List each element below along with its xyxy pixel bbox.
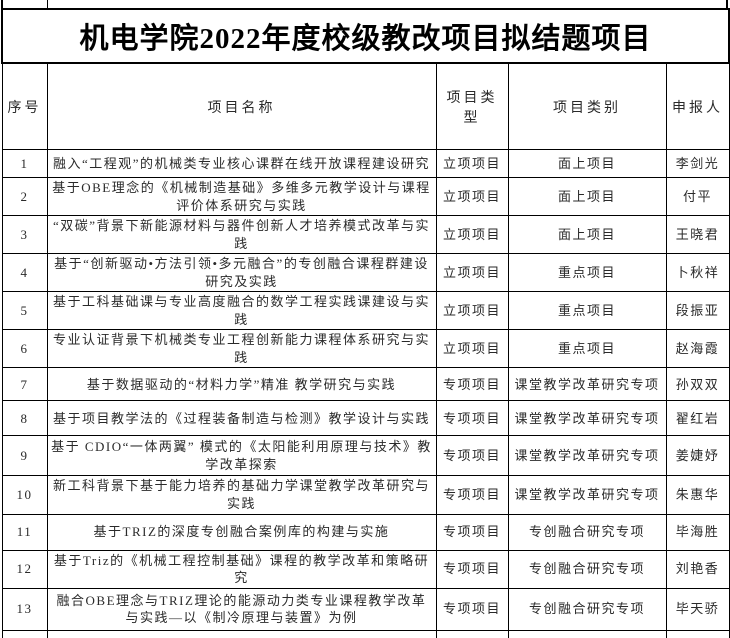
cell-applicant: 姜婕妤 — [665, 435, 730, 477]
table-row: 11 基于TRIZ的深度专创融合案例库的构建与实施 专项项目 专创融合研究专项 … — [1, 513, 730, 551]
cell-no: 6 — [1, 329, 48, 369]
cell-project-name: 专业认证背景下机械类专业工程创新能力课程体系研究与实践 — [46, 329, 437, 369]
cell-project-type: 专项项目 — [435, 513, 509, 551]
table-row: 8 基于项目教学法的《过程装备制造与检测》教学设计与实践 专项项目 课堂教学改革… — [1, 400, 730, 437]
cell-applicant: 卜秋祥 — [665, 253, 730, 293]
cell-project-type: 立项项目 — [435, 329, 509, 369]
cell-project-name: 基于“创新驱动•方法引领•多元融合”的专创融合课程群建设研究及实践 — [46, 253, 437, 293]
table-row: 12 基于Triz的《机械工程控制基础》课程的教学改革和策略研究 专项项目 专创… — [1, 549, 730, 589]
cell-no: 7 — [1, 367, 48, 402]
cell-no: 2 — [1, 176, 48, 217]
cell-project-category: 专创融合研究专项 — [507, 549, 667, 589]
cell-no: 5 — [1, 291, 48, 331]
cropped-row-sliver — [1, 0, 728, 8]
table-row: 9 基于 CDIO“一体两翼” 模式的《太阳能利用原理与技术》教学改革探索 专项… — [1, 435, 730, 477]
cell-project-type: 专项项目 — [435, 587, 509, 631]
cell-project-category: 课堂教学改革研究专项 — [507, 400, 667, 437]
cell-no: 11 — [1, 513, 48, 551]
cell-project-category: 专创融合研究专项 — [507, 587, 667, 631]
cell-applicant: 翟红岩 — [665, 400, 730, 437]
cell-applicant: 王晓君 — [665, 215, 730, 255]
cell-project-name: 基于数据驱动的“材料力学”精准 教学研究与实践 — [46, 367, 437, 402]
cell-project-category: 重点项目 — [507, 253, 667, 293]
cell-applicant: 朱惠华 — [665, 475, 730, 515]
cell-project-type: 立项项目 — [435, 176, 509, 217]
column-header-type: 项目类型 — [435, 62, 509, 150]
cell-applicant: 田绪东 — [665, 629, 730, 638]
cell-applicant: 毕海胜 — [665, 513, 730, 551]
table-row: 7 基于数据驱动的“材料力学”精准 教学研究与实践 专项项目 课堂教学改革研究专… — [1, 367, 730, 402]
cell-project-type: 专项项目 — [435, 367, 509, 402]
cell-project-type: 专项项目 — [435, 400, 509, 437]
table-row: 3 “双碳”背景下新能源材料与器件创新人才培养模式改革与实践 立项项目 面上项目… — [1, 215, 730, 255]
table-row: 10 新工科背景下基于能力培养的基础力学课堂教学改革研究与实践 专项项目 课堂教… — [1, 475, 730, 515]
cell-project-name: 基于TRIZ的深度专创融合案例库的构建与实施 — [46, 513, 437, 551]
cell-project-name: 融合OBE理念与TRIZ理论的能源动力类专业课程教学改革与实践—以《制冷原理与装… — [46, 587, 437, 631]
table-title-row: 机电学院2022年度校级教改项目拟结题项目 — [0, 8, 730, 64]
projects-table: 机电学院2022年度校级教改项目拟结题项目 序号 项目名称 项目类型 项目类别 … — [0, 8, 730, 638]
column-header-applicant: 申报人 — [665, 62, 730, 150]
cell-project-type: 专项项目 — [435, 549, 509, 589]
cell-project-category: 课堂教学改革研究专项 — [507, 367, 667, 402]
table-row: 2 基于OBE理念的《机械制造基础》多维多元教学设计与课程评价体系研究与实践 立… — [1, 176, 730, 217]
table-row: 5 基于工科基础课与专业高度融合的数学工程实践课建设与实践 立项项目 重点项目 … — [1, 291, 730, 331]
cell-no: 12 — [1, 549, 48, 589]
cell-project-name: 融入“工程观”的机械类专业核心课群在线开放课程建设研究 — [46, 149, 437, 178]
cell-project-type: 专项项目 — [435, 629, 509, 638]
cell-project-type: 立项项目 — [435, 253, 509, 293]
cell-project-category: 课堂教学改革研究专项 — [507, 435, 667, 477]
cell-applicant: 孙双双 — [665, 367, 730, 402]
cell-no: 13 — [1, 587, 48, 631]
cell-no: 8 — [1, 400, 48, 437]
cell-project-category: 面上项目 — [507, 176, 667, 217]
cell-project-name: 基于 CDIO“一体两翼” 模式的《太阳能利用原理与技术》教学改革探索 — [46, 435, 437, 477]
column-header-no: 序号 — [1, 62, 48, 150]
cell-applicant: 毕天骄 — [665, 587, 730, 631]
cell-project-name: 新工科背景下基于能力培养的基础力学课堂教学改革研究与实践 — [46, 475, 437, 515]
cell-project-category: 重点项目 — [507, 291, 667, 331]
cell-applicant: 付平 — [665, 176, 730, 217]
cell-project-name: “双碳”背景下新能源材料与器件创新人才培养模式改革与实践 — [46, 215, 437, 255]
cell-no: 10 — [1, 475, 48, 515]
table-row: 1 融入“工程观”的机械类专业核心课群在线开放课程建设研究 立项项目 面上项目 … — [1, 149, 730, 178]
cell-project-type: 专项项目 — [435, 475, 509, 515]
cell-applicant: 段振亚 — [665, 291, 730, 331]
cell-project-name: 基于项目教学法的《过程装备制造与检测》教学设计与实践 — [46, 400, 437, 437]
cell-project-category: 面上项目 — [507, 149, 667, 178]
cell-applicant: 赵海霞 — [665, 329, 730, 369]
cell-project-type: 立项项目 — [435, 149, 509, 178]
cell-no: 1 — [1, 149, 48, 178]
cell-project-category: 重点项目 — [507, 329, 667, 369]
cell-project-name: 基于Triz的《机械工程控制基础》课程的教学改革和策略研究 — [46, 549, 437, 589]
cell-project-name: 基于工科基础课与专业高度融合的数学工程实践课建设与实践 — [46, 291, 437, 331]
column-header-name: 项目名称 — [46, 62, 437, 150]
cell-project-name: 创新大赛导向下的《数字化设计》课程建设 — [46, 629, 437, 638]
table-row: 13 融合OBE理念与TRIZ理论的能源动力类专业课程教学改革与实践—以《制冷原… — [1, 587, 730, 631]
cell-applicant: 李剑光 — [665, 149, 730, 178]
page-title: 机电学院2022年度校级教改项目拟结题项目 — [0, 8, 730, 64]
cell-project-type: 立项项目 — [435, 291, 509, 331]
table-row: 6 专业认证背景下机械类专业工程创新能力课程体系研究与实践 立项项目 重点项目 … — [1, 329, 730, 369]
cell-project-category: 面上项目 — [507, 215, 667, 255]
cell-project-category: 专创融合研究专项 — [507, 513, 667, 551]
cell-no: 4 — [1, 253, 48, 293]
cell-project-type: 立项项目 — [435, 215, 509, 255]
cell-no: 14 — [1, 629, 48, 638]
cell-project-category: 课堂教学改革研究专项 — [507, 475, 667, 515]
table-header-row: 序号 项目名称 项目类型 项目类别 申报人 — [1, 62, 730, 150]
cell-no: 9 — [1, 435, 48, 477]
table-gridline — [47, 0, 48, 8]
column-header-category: 项目类别 — [507, 62, 667, 150]
cell-no: 3 — [1, 215, 48, 255]
cell-applicant: 刘艳香 — [665, 549, 730, 589]
cell-project-name: 基于OBE理念的《机械制造基础》多维多元教学设计与课程评价体系研究与实践 — [46, 176, 437, 217]
table-row: 4 基于“创新驱动•方法引领•多元融合”的专创融合课程群建设研究及实践 立项项目… — [1, 253, 730, 293]
cell-project-type: 专项项目 — [435, 435, 509, 477]
cell-project-category: 专创融合研究专项 — [507, 629, 667, 638]
table-row: 14 创新大赛导向下的《数字化设计》课程建设 专项项目 专创融合研究专项 田绪东 — [1, 629, 730, 638]
